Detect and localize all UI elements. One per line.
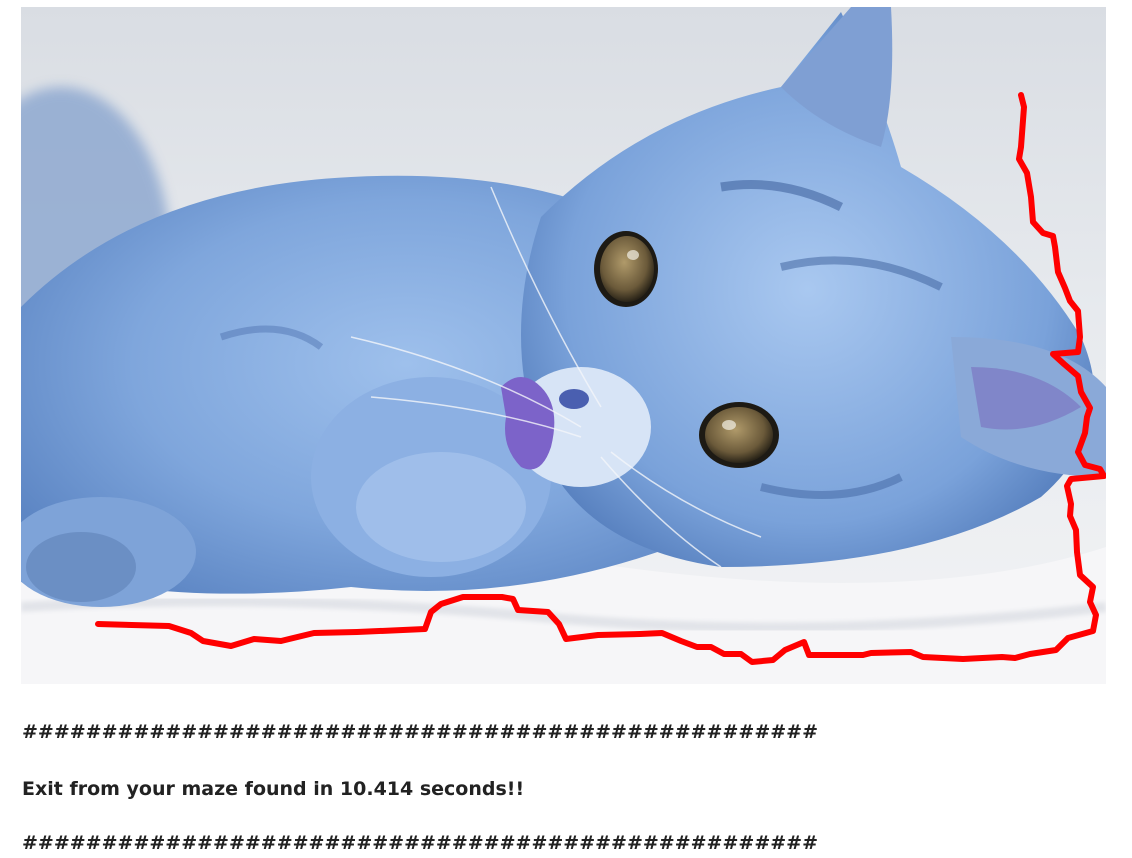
maze-photo	[21, 7, 1106, 684]
result-message: Exit from your maze found in 10.414 seco…	[22, 777, 524, 801]
separator-top: ########################################…	[22, 720, 818, 744]
kitten-image	[21, 7, 1106, 684]
separator-bottom: ########################################…	[22, 831, 818, 855]
